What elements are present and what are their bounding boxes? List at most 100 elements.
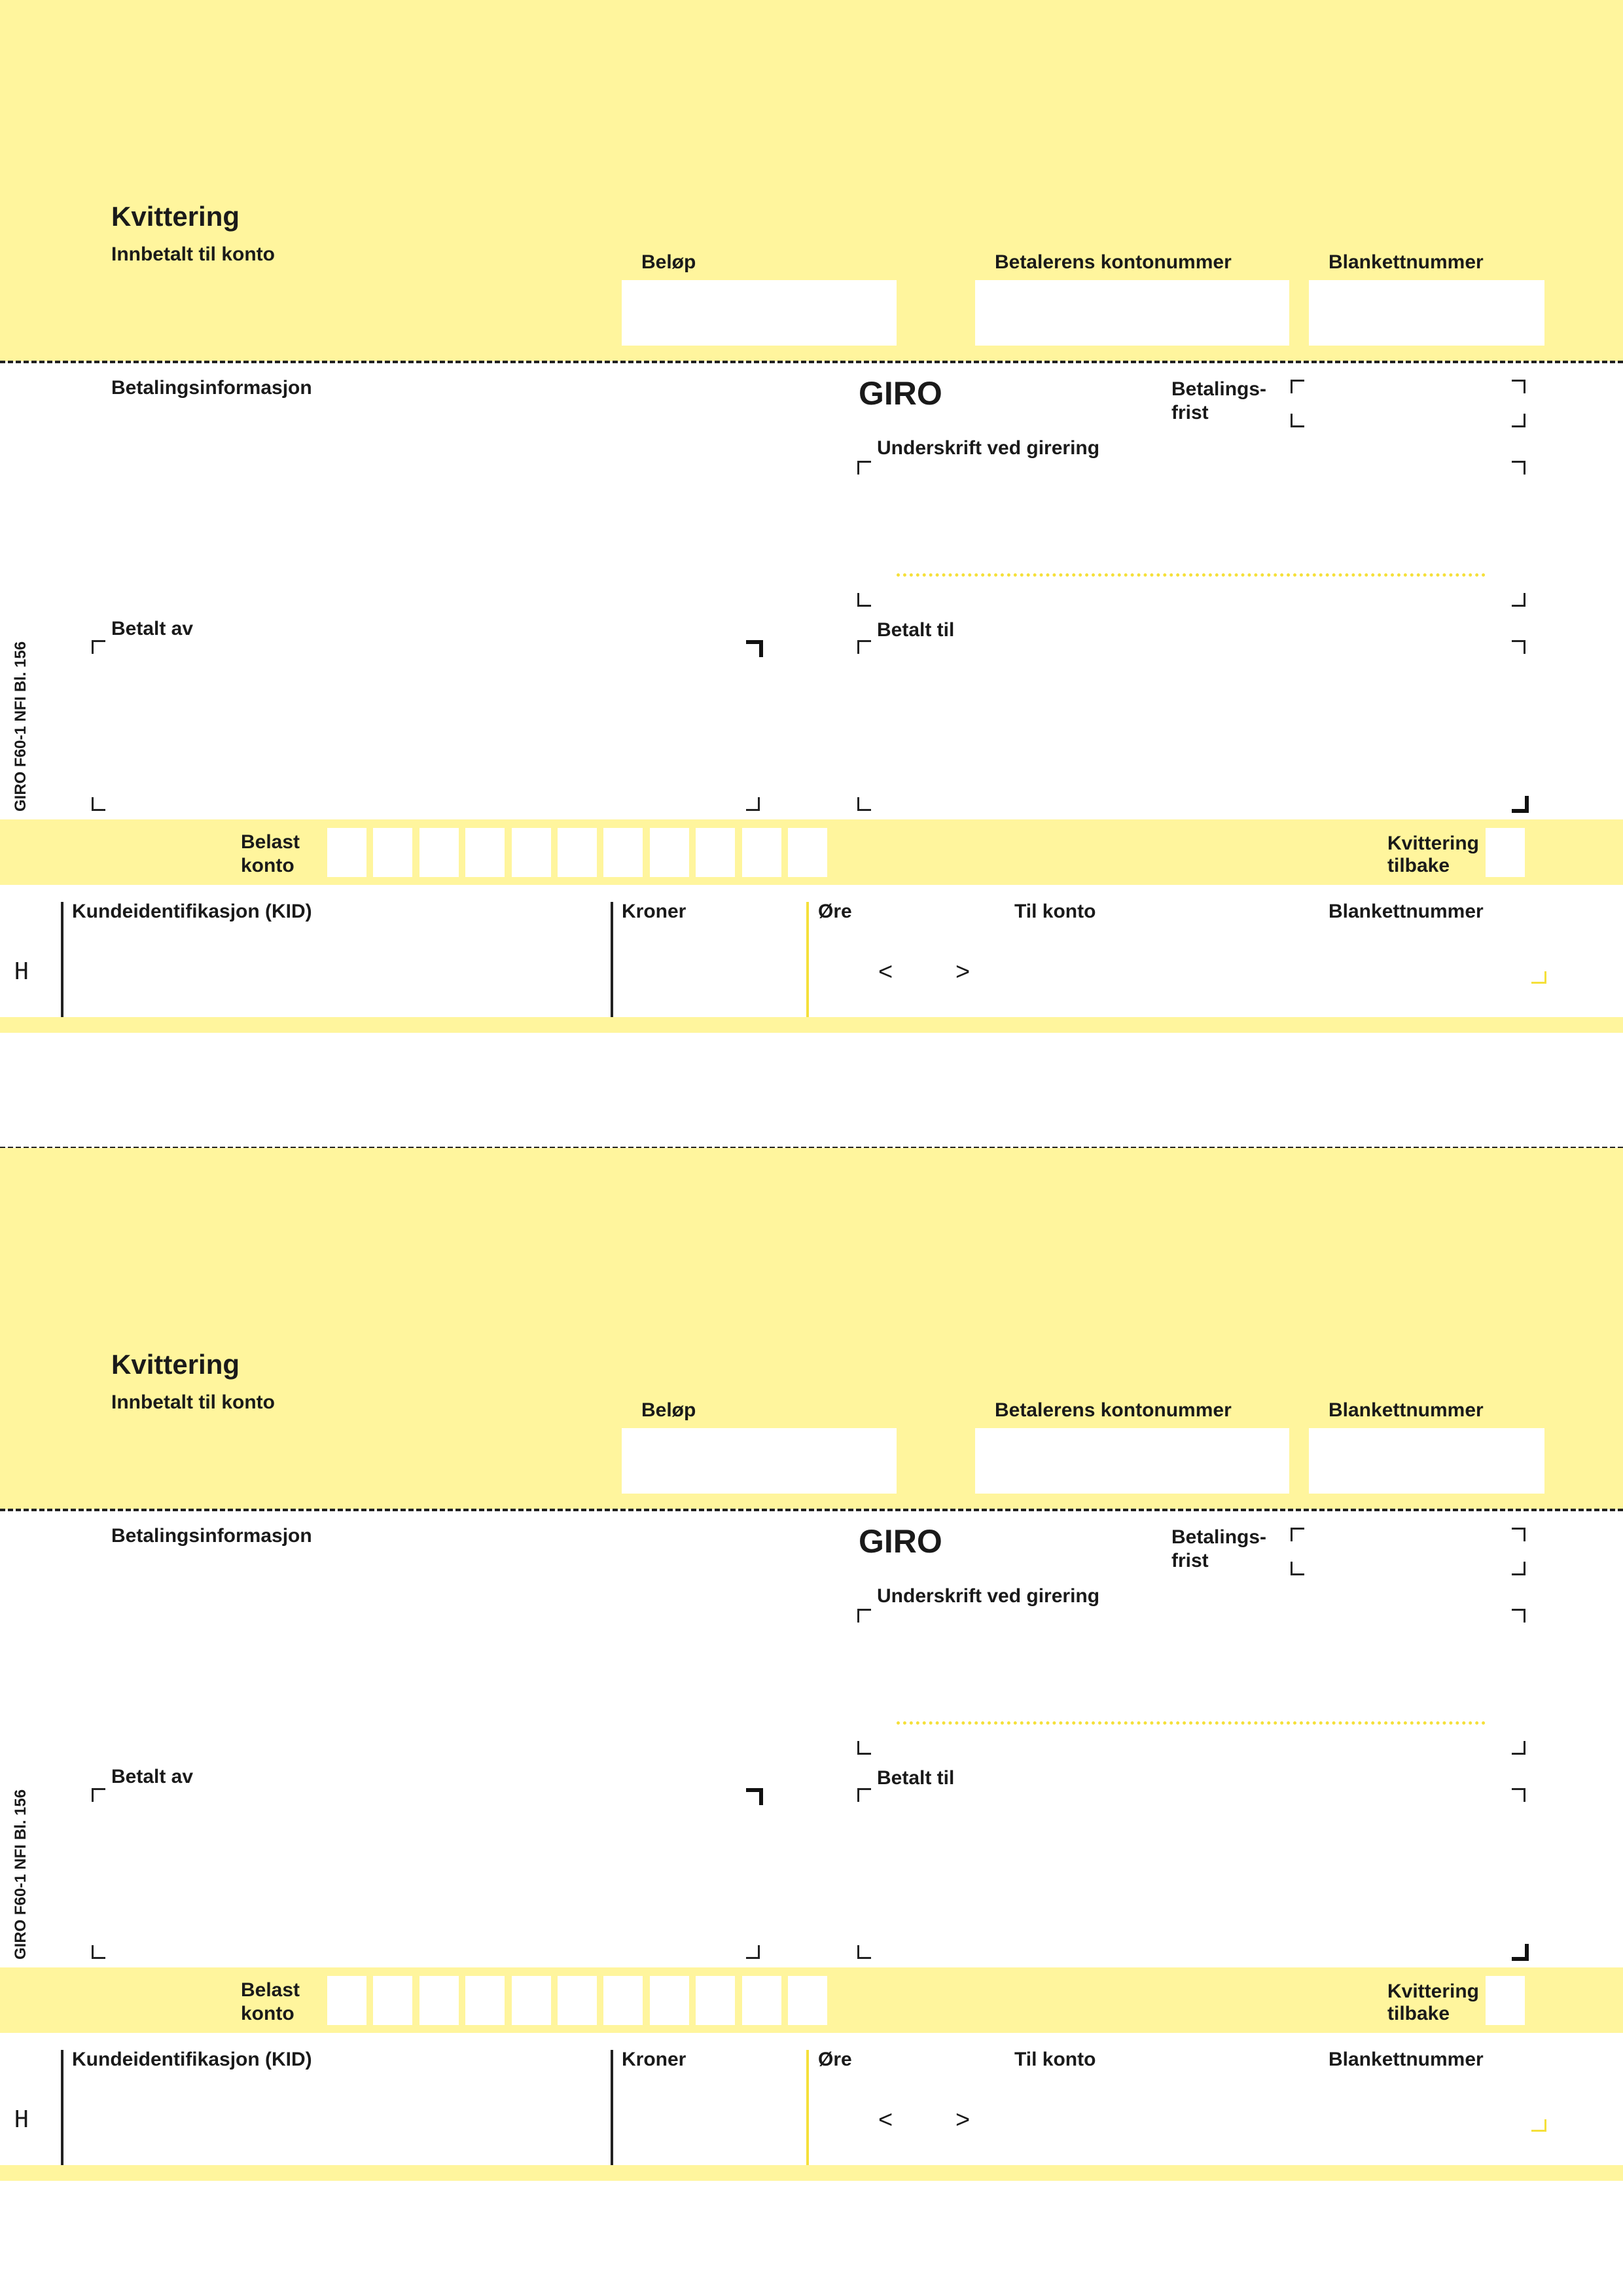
paid-to-account-label: Innbetalt til konto xyxy=(111,1391,275,1413)
debit-digit-1[interactable] xyxy=(327,828,366,877)
amount-label: Beløp xyxy=(641,251,696,273)
signature-corner-tl xyxy=(857,461,871,475)
kid-label: Kundeidentifikasjon (KID) xyxy=(72,2049,312,2070)
arrow-right-icon: > xyxy=(955,958,971,986)
debit-digit-4[interactable] xyxy=(465,828,505,877)
payment-info-label: Betalingsinformasjon xyxy=(111,1525,312,1547)
h-mark: H xyxy=(14,2106,29,2133)
debit-digit-1[interactable] xyxy=(327,1976,366,2025)
form-number-bottom-label: Blankettnummer xyxy=(1329,901,1484,922)
receipt-back-checkbox[interactable] xyxy=(1486,828,1525,877)
ocr-corner-mark xyxy=(1531,971,1546,984)
payer-account-field[interactable] xyxy=(975,1428,1289,1494)
paid-to-label: Betalt til xyxy=(877,619,955,641)
tear-line xyxy=(0,361,1623,363)
form-number-field[interactable] xyxy=(1309,280,1544,346)
due-corner-bl xyxy=(1291,414,1304,427)
signature-line xyxy=(897,573,1486,577)
signature-corner-bl xyxy=(857,593,871,607)
giro-title: GIRO xyxy=(859,375,942,412)
receipt-back-label-1: Kvittering xyxy=(1387,833,1480,854)
signature-corner-tr xyxy=(1512,461,1525,475)
debit-digit-2[interactable] xyxy=(373,828,412,877)
debit-digit-10[interactable] xyxy=(742,1976,781,2025)
kid-divider xyxy=(61,902,63,1017)
debit-digit-7[interactable] xyxy=(603,1976,643,2025)
paid-to-corner-tl xyxy=(857,640,871,654)
debit-digit-10[interactable] xyxy=(742,828,781,877)
paid-to-corner-tr xyxy=(1512,1788,1525,1802)
signature-line xyxy=(897,1721,1486,1725)
due-corner-tr xyxy=(1512,380,1525,393)
receipt-back-checkbox[interactable] xyxy=(1486,1976,1525,2025)
tear-line xyxy=(0,1509,1623,1511)
form-number-field[interactable] xyxy=(1309,1428,1544,1494)
due-corner-tl xyxy=(1291,1528,1304,1541)
signature-corner-tl xyxy=(857,1609,871,1623)
arrow-right-icon: > xyxy=(955,2106,971,2134)
bottom-strip xyxy=(0,2165,1623,2181)
giro-title: GIRO xyxy=(859,1523,942,1560)
debit-digit-9[interactable] xyxy=(696,828,735,877)
debit-digit-8[interactable] xyxy=(650,1976,689,2025)
debit-digit-11[interactable] xyxy=(788,1976,827,2025)
kroner-divider xyxy=(611,2050,613,2165)
debit-digit-9[interactable] xyxy=(696,1976,735,2025)
debit-digit-3[interactable] xyxy=(419,828,459,877)
to-account-label: Til konto xyxy=(1014,2049,1096,2070)
receipt-title: Kvittering xyxy=(111,201,240,232)
amount-label: Beløp xyxy=(641,1399,696,1421)
kid-label: Kundeidentifikasjon (KID) xyxy=(72,901,312,922)
ocr-corner-mark xyxy=(1531,2119,1546,2132)
paid-by-corner-bl xyxy=(92,797,105,811)
due-corner-tr xyxy=(1512,1528,1525,1541)
debit-digit-11[interactable] xyxy=(788,828,827,877)
paid-by-corner-bl xyxy=(92,1945,105,1959)
paid-to-label: Betalt til xyxy=(877,1767,955,1789)
amount-field[interactable] xyxy=(622,1428,897,1494)
amount-field[interactable] xyxy=(622,280,897,346)
debit-label-2: konto xyxy=(241,2003,294,2024)
ore-divider xyxy=(806,902,809,1017)
due-corner-br xyxy=(1512,1562,1525,1575)
debit-digit-5[interactable] xyxy=(512,828,551,877)
kid-divider xyxy=(61,2050,63,2165)
due-date-label-1: Betalings- xyxy=(1171,378,1267,400)
payer-account-field[interactable] xyxy=(975,280,1289,346)
kroner-label: Kroner xyxy=(622,901,687,922)
paid-by-corner-tr xyxy=(746,1788,763,1805)
debit-digit-4[interactable] xyxy=(465,1976,505,2025)
debit-label-1: Belast xyxy=(241,1979,300,2001)
paid-to-corner-bl xyxy=(857,797,871,811)
receipt-back-label-2: tilbake xyxy=(1387,855,1450,876)
debit-digit-5[interactable] xyxy=(512,1976,551,2025)
receipt-back-label-1: Kvittering xyxy=(1387,1981,1480,2002)
kroner-label: Kroner xyxy=(622,2049,687,2070)
debit-digit-6[interactable] xyxy=(558,1976,597,2025)
arrow-left-icon: < xyxy=(878,2106,893,2134)
signature-corner-tr xyxy=(1512,1609,1525,1623)
ore-label: Øre xyxy=(818,901,852,922)
signature-label: Underskrift ved girering xyxy=(877,437,1100,459)
debit-digit-3[interactable] xyxy=(419,1976,459,2025)
signature-corner-br xyxy=(1512,593,1525,607)
ore-divider xyxy=(806,2050,809,2165)
debit-label-2: konto xyxy=(241,855,294,876)
debit-digit-8[interactable] xyxy=(650,828,689,877)
to-account-label: Til konto xyxy=(1014,901,1096,922)
debit-digit-6[interactable] xyxy=(558,828,597,877)
paid-to-corner-br xyxy=(1512,1944,1529,1961)
paid-by-corner-tr xyxy=(746,640,763,657)
signature-label: Underskrift ved girering xyxy=(877,1585,1100,1607)
debit-digit-2[interactable] xyxy=(373,1976,412,2025)
giro-form-2: Kvittering Innbetalt til konto Beløp Bet… xyxy=(0,1148,1623,2182)
form-number-bottom-label: Blankettnummer xyxy=(1329,2049,1484,2070)
giro-form-1: Kvittering Innbetalt til konto Beløp Bet… xyxy=(0,0,1623,1034)
receipt-back-label-2: tilbake xyxy=(1387,2003,1450,2024)
paid-to-account-label: Innbetalt til konto xyxy=(111,243,275,265)
kroner-divider xyxy=(611,902,613,1017)
debit-digit-7[interactable] xyxy=(603,828,643,877)
due-corner-br xyxy=(1512,414,1525,427)
payer-account-label: Betalerens kontonummer xyxy=(995,1399,1232,1421)
payment-info-label: Betalingsinformasjon xyxy=(111,377,312,399)
